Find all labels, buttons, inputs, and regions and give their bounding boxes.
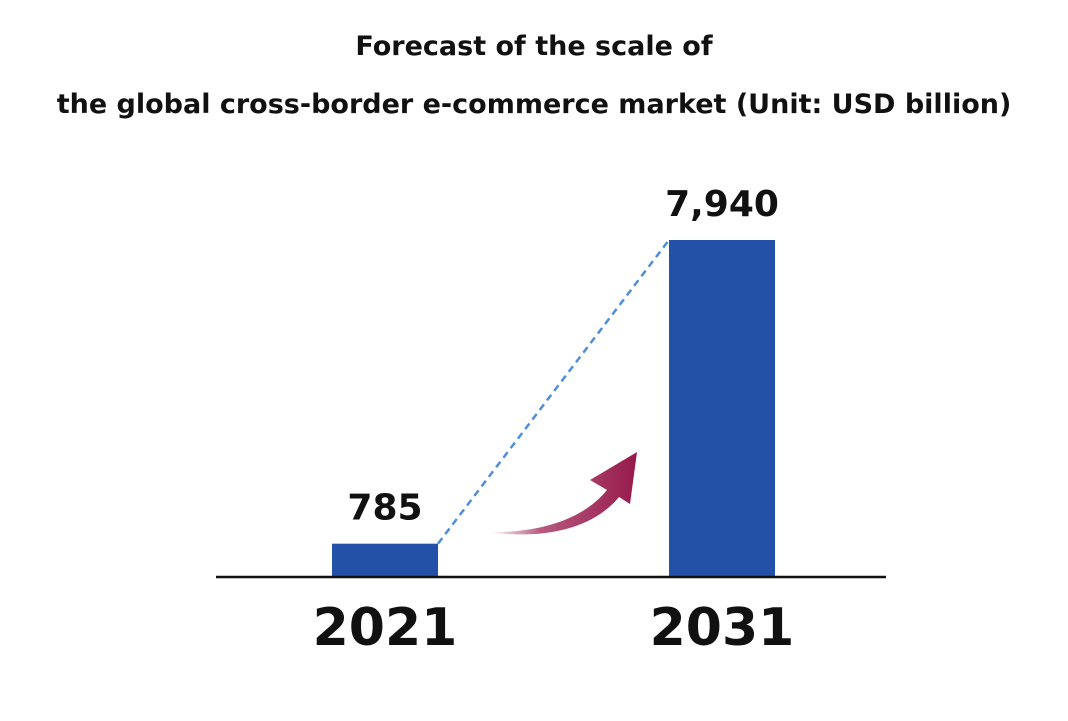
chart-title-line-1: Forecast of the scale of (355, 31, 713, 62)
x-tick-label-2031: 2031 (650, 598, 795, 658)
chart-title-line-2: the global cross-border e-commerce marke… (56, 89, 1012, 120)
bar-2031 (669, 240, 775, 577)
growth-arrow-icon (488, 452, 637, 535)
data-label-2021: 785 (347, 488, 422, 529)
bar-2021 (332, 543, 438, 577)
x-tick-label-2021: 2021 (313, 598, 458, 658)
data-label-2031: 7,940 (665, 184, 779, 225)
trend-line (437, 239, 670, 545)
